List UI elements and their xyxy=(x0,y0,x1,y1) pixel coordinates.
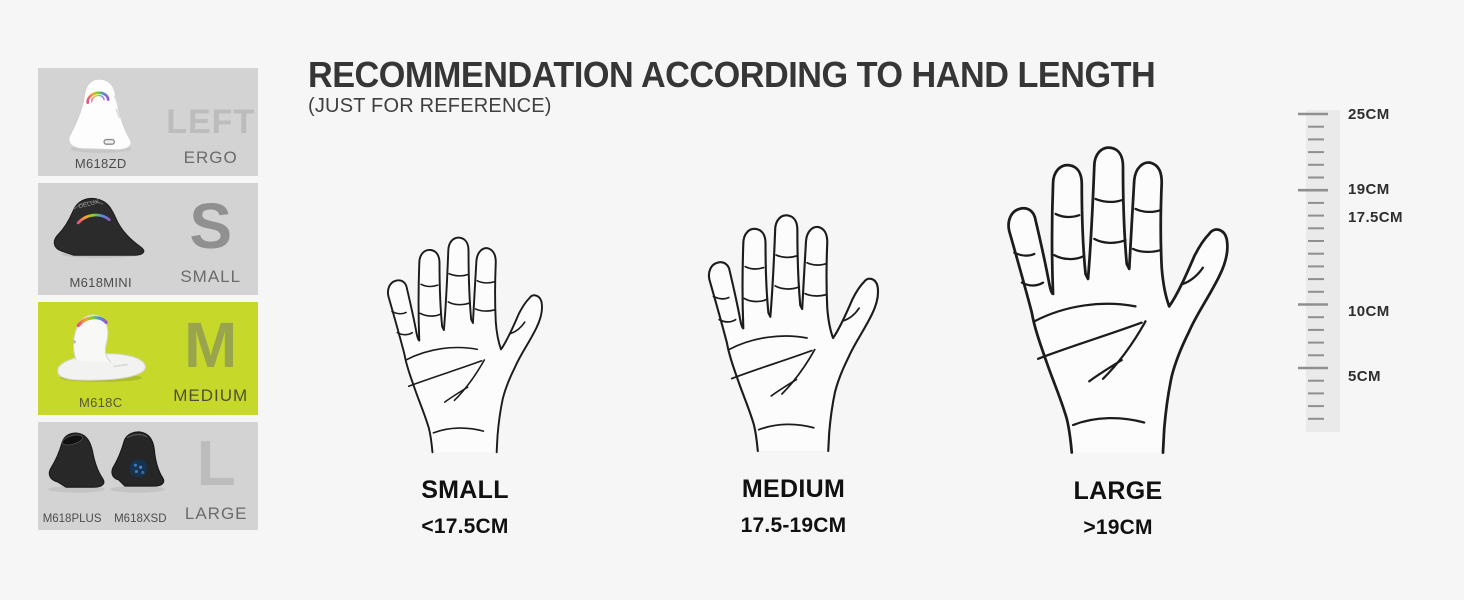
product-card-m618c-highlighted: M618C M MEDIUM xyxy=(38,302,258,415)
size-label: MEDIUM xyxy=(173,386,249,405)
ruler-label-25cm: 25CM xyxy=(1348,106,1390,123)
size-letter: M xyxy=(184,309,238,381)
hand-size-name: SMALL xyxy=(421,476,509,504)
product-model-label: M618ZD xyxy=(74,156,127,171)
black-mini-mouse-illustration: DELUX xyxy=(53,197,145,258)
product-model-label: M618PLUS xyxy=(42,513,102,525)
product-model-label: M618XSD xyxy=(114,513,167,525)
ruler-label-5cm: 5CM xyxy=(1348,368,1381,385)
ruler-label-19cm: 19CM xyxy=(1348,181,1390,198)
ruler-label-17-5cm: 17.5CM xyxy=(1348,209,1403,226)
measuring-ruler xyxy=(1298,110,1340,432)
size-letter: LEFT xyxy=(166,102,256,141)
product-image-area: DELUX M618MINI xyxy=(38,183,163,295)
product-card-m618zd: M618ZD LEFT ERGO xyxy=(38,68,258,176)
product-image-area: M618C xyxy=(38,302,163,415)
size-letter: S xyxy=(189,189,233,262)
size-label: LARGE xyxy=(184,503,248,523)
size-label: ERGO xyxy=(183,147,238,167)
white-medium-mouse-illustration xyxy=(56,314,146,382)
size-info: LEFT ERGO xyxy=(163,68,258,176)
ruler-label-10cm: 10CM xyxy=(1348,303,1390,320)
hand-outline-illustration xyxy=(1007,146,1229,454)
hand-size-range: >19CM xyxy=(1083,516,1153,539)
hand-outline-illustration xyxy=(707,214,880,452)
ruler-tick-marks xyxy=(1298,112,1328,420)
product-image-area: M618ZD xyxy=(38,68,163,176)
hand-size-name: MEDIUM xyxy=(741,475,846,503)
hand-size-name: LARGE xyxy=(1073,477,1163,505)
hand-size-range: 17.5-19CM xyxy=(740,514,847,537)
product-card-m618plus-m618xsd: M618PLUS M618XSD L LARGE xyxy=(38,422,258,530)
hand-figure-medium: MEDIUM 17.5-19CM xyxy=(697,197,890,536)
page-subtitle: (JUST FOR REFERENCE) xyxy=(308,95,552,117)
product-image-area: M618PLUS M618XSD xyxy=(38,422,174,530)
hand-figure-small: SMALL <17.5CM xyxy=(377,221,553,537)
size-info: S SMALL xyxy=(163,183,258,295)
hand-figure-large: LARGE >19CM xyxy=(993,124,1243,538)
product-card-m618mini: DELUX M618MINI S SMALL xyxy=(38,183,258,295)
two-black-mice-illustration xyxy=(48,431,165,493)
product-model-label: M618MINI xyxy=(69,275,132,290)
hand-outline-illustration xyxy=(387,236,543,454)
product-model-labels: M618PLUS M618XSD xyxy=(38,513,174,525)
white-vertical-mouse-illustration xyxy=(67,78,132,153)
size-letter: L xyxy=(196,426,236,499)
size-info: L LARGE xyxy=(174,422,258,530)
hand-size-range: <17.5CM xyxy=(421,515,509,538)
size-info: M MEDIUM xyxy=(163,302,258,415)
product-model-label: M618C xyxy=(78,395,123,410)
page-title: RECOMMENDATION ACCORDING TO HAND LENGTH xyxy=(308,54,1156,95)
size-label: SMALL xyxy=(180,266,242,286)
